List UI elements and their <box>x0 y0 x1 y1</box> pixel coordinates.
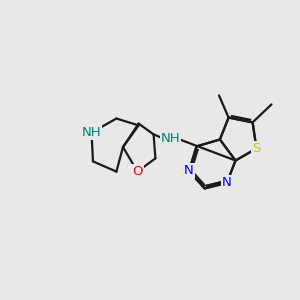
Text: NH: NH <box>160 132 180 145</box>
Text: N: N <box>184 164 194 178</box>
Text: S: S <box>252 142 261 155</box>
Text: O: O <box>132 165 143 178</box>
Text: NH: NH <box>82 126 101 139</box>
Text: N: N <box>222 176 232 190</box>
